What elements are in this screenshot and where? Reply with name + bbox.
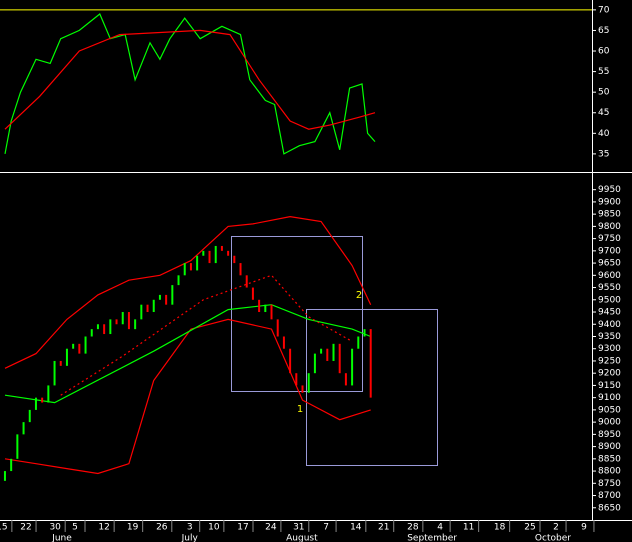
y-tick-label: 9250 bbox=[598, 356, 621, 366]
x-tick-label: 11 bbox=[463, 523, 474, 533]
annotation-label: 2 bbox=[356, 290, 362, 301]
y-tick-label: 9200 bbox=[598, 369, 621, 379]
x-tick-label: 28 bbox=[407, 523, 419, 533]
x-tick-label: 18 bbox=[494, 523, 506, 533]
y-tick-label: 8800 bbox=[598, 467, 621, 477]
y-tick-label: 45 bbox=[598, 108, 609, 118]
x-tick-label: 12 bbox=[98, 523, 109, 533]
overlay-line bbox=[4, 304, 371, 404]
month-label: June bbox=[51, 534, 72, 542]
x-tick-label: 7 bbox=[323, 523, 329, 533]
x-tick-label: 14 bbox=[350, 523, 362, 533]
x-tick-label: 21 bbox=[378, 523, 389, 533]
y-tick-label: 8950 bbox=[598, 430, 621, 440]
x-tick-label: 15 bbox=[0, 523, 8, 533]
x-tick-label: 2 bbox=[553, 523, 559, 533]
y-tick-label: 8650 bbox=[598, 503, 621, 513]
y-tick-label: 8700 bbox=[598, 491, 621, 501]
x-tick-label: 22 bbox=[20, 523, 31, 533]
y-tick-label: 9650 bbox=[598, 259, 621, 269]
y-tick-label: 65 bbox=[598, 26, 609, 36]
month-label: September bbox=[407, 534, 457, 542]
month-label: July bbox=[181, 534, 199, 542]
y-tick-label: 9850 bbox=[598, 210, 621, 220]
y-tick-label: 9400 bbox=[598, 320, 621, 330]
y-tick-label: 35 bbox=[598, 149, 609, 159]
y-tick-label: 8750 bbox=[598, 479, 621, 489]
y-tick-label: 9900 bbox=[598, 197, 621, 207]
y-tick-label: 70 bbox=[598, 5, 610, 15]
annotation-box bbox=[231, 236, 363, 392]
y-tick-label: 9050 bbox=[598, 405, 621, 415]
y-tick-label: 50 bbox=[598, 88, 610, 98]
y-tick-label: 40 bbox=[598, 129, 610, 139]
series-line bbox=[4, 29, 376, 130]
y-tick-label: 60 bbox=[598, 47, 610, 57]
y-tick-label: 9000 bbox=[598, 418, 621, 428]
y-tick-label: 9500 bbox=[598, 295, 621, 305]
x-tick-label: 10 bbox=[208, 523, 220, 533]
annotation-label: 1 bbox=[297, 404, 303, 415]
x-tick-label: 9 bbox=[581, 523, 587, 533]
x-tick-label: 30 bbox=[49, 523, 61, 533]
series-line bbox=[4, 13, 376, 155]
x-tick-label: 24 bbox=[265, 523, 277, 533]
overlay-line bbox=[4, 318, 371, 475]
y-tick-label: 8850 bbox=[598, 454, 621, 464]
y-tick-label: 9550 bbox=[598, 283, 621, 293]
y-tick-label: 9600 bbox=[598, 271, 621, 281]
y-tick-label: 9800 bbox=[598, 222, 621, 232]
y-tick-label: 9950 bbox=[598, 185, 621, 195]
y-tick-label: 8900 bbox=[598, 442, 621, 452]
y-tick-label: 9450 bbox=[598, 308, 621, 318]
x-tick-label: 3 bbox=[187, 523, 193, 533]
x-tick-label: 5 bbox=[72, 523, 78, 533]
y-tick-label: 9350 bbox=[598, 332, 621, 342]
month-label: August bbox=[286, 534, 318, 542]
overlay-line bbox=[4, 215, 372, 369]
y-tick-label: 9150 bbox=[598, 381, 621, 391]
y-tick-label: 9300 bbox=[598, 344, 621, 354]
overlay-line bbox=[60, 274, 353, 396]
x-tick-label: 31 bbox=[293, 523, 304, 533]
y-tick-label: 9750 bbox=[598, 234, 621, 244]
x-tick-label: 19 bbox=[127, 523, 139, 533]
annotation-box bbox=[306, 309, 438, 466]
y-tick-label: 55 bbox=[598, 67, 609, 77]
x-tick-label: 25 bbox=[524, 523, 535, 533]
y-tick-label: 9700 bbox=[598, 246, 621, 256]
x-tick-label: 26 bbox=[156, 523, 168, 533]
y-tick-label: 9100 bbox=[598, 393, 621, 403]
x-tick-label: 17 bbox=[237, 523, 248, 533]
x-tick-label: 4 bbox=[437, 523, 443, 533]
month-label: October bbox=[535, 534, 571, 542]
